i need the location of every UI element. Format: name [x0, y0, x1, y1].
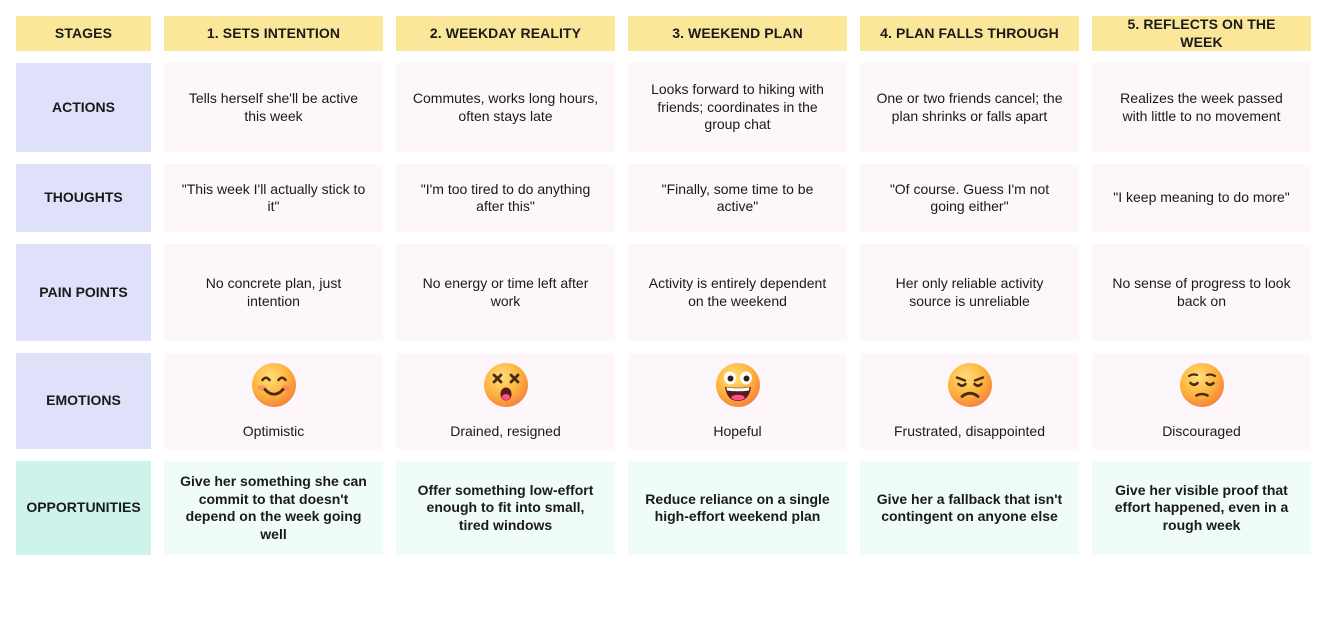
- stages-header: STAGES: [16, 16, 151, 51]
- actions-cell-2: Commutes, works long hours, often stays …: [396, 63, 615, 152]
- thoughts-cell-4: "Of course. Guess I'm not going either": [860, 164, 1079, 232]
- stage-header-2: 2. WEEKDAY REALITY: [396, 16, 615, 51]
- pain-points-cell-4: Her only reliable activity source is unr…: [860, 244, 1079, 341]
- customer-journey-map: STAGES 1. SETS INTENTION 2. WEEKDAY REAL…: [16, 16, 1311, 555]
- actions-cell-4: One or two friends cancel; the plan shri…: [860, 63, 1079, 152]
- pain-points-cell-3: Activity is entirely dependent on the we…: [628, 244, 847, 341]
- pain-points-cell-2: No energy or time left after work: [396, 244, 615, 341]
- grinning-face-icon: [715, 363, 760, 408]
- opportunity-cell-1: Give her something she can commit to tha…: [164, 461, 383, 555]
- emotion-label: Optimistic: [242, 423, 305, 440]
- stage-header-1: 1. SETS INTENTION: [164, 16, 383, 51]
- emotion-cell-5: Discouraged: [1092, 353, 1311, 449]
- thoughts-cell-3: "Finally, some time to be active": [628, 164, 847, 232]
- actions-cell-5: Realizes the week passed with little to …: [1092, 63, 1311, 152]
- emotion-label: Frustrated, disappointed: [894, 423, 1045, 440]
- stage-header-3: 3. WEEKEND PLAN: [628, 16, 847, 51]
- pain-points-cell-5: No sense of progress to look back on: [1092, 244, 1311, 341]
- emotion-cell-3: Hopeful: [628, 353, 847, 449]
- stage-header-4: 4. PLAN FALLS THROUGH: [860, 16, 1079, 51]
- actions-cell-1: Tells herself she'll be active this week: [164, 63, 383, 152]
- row-label-thoughts: THOUGHTS: [16, 164, 151, 232]
- row-label-emotions: EMOTIONS: [16, 353, 151, 449]
- actions-cell-3: Looks forward to hiking with friends; co…: [628, 63, 847, 152]
- row-label-actions: ACTIONS: [16, 63, 151, 152]
- dizzy-face-icon: [483, 363, 528, 408]
- emotion-label: Hopeful: [713, 423, 762, 440]
- stage-header-5: 5. REFLECTS ON THE WEEK: [1092, 16, 1311, 51]
- thoughts-cell-2: "I'm too tired to do anything after this…: [396, 164, 615, 232]
- smiling-face-icon: [251, 363, 296, 408]
- frowning-face-icon: [947, 363, 992, 408]
- row-label-pain-points: PAIN POINTS: [16, 244, 151, 341]
- thoughts-cell-5: "I keep meaning to do more": [1092, 164, 1311, 232]
- pain-points-cell-1: No concrete plan, just intention: [164, 244, 383, 341]
- emotion-cell-1: Optimistic: [164, 353, 383, 449]
- emotion-cell-4: Frustrated, disappointed: [860, 353, 1079, 449]
- row-label-opportunities: OPPORTUNITIES: [16, 461, 151, 555]
- opportunity-cell-3: Reduce reliance on a single high-effort …: [628, 461, 847, 555]
- emotion-cell-2: Drained, resigned: [396, 353, 615, 449]
- opportunity-cell-5: Give her visible proof that effort happe…: [1092, 461, 1311, 555]
- thoughts-cell-1: "This week I'll actually stick to it": [164, 164, 383, 232]
- emotion-label: Discouraged: [1162, 423, 1241, 440]
- emotion-label: Drained, resigned: [450, 423, 561, 440]
- pensive-face-icon: [1179, 363, 1224, 408]
- opportunity-cell-4: Give her a fallback that isn't contingen…: [860, 461, 1079, 555]
- opportunity-cell-2: Offer something low-effort enough to fit…: [396, 461, 615, 555]
